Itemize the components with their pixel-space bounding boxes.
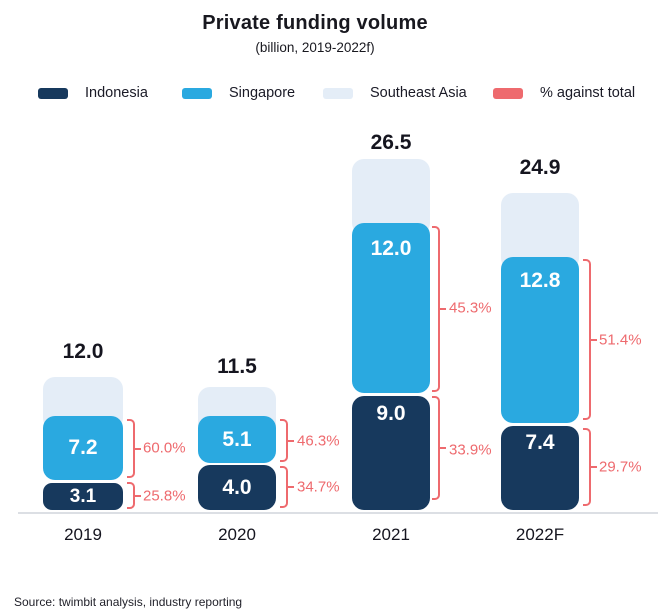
- pct-label-indonesia-2021: 33.9%: [449, 441, 492, 459]
- pct-bracket-indonesia-2022f: [583, 428, 597, 506]
- legend-item-indonesia: Indonesia: [38, 85, 148, 101]
- x-axis-line: [18, 512, 658, 514]
- segment-indonesia-2020: [198, 465, 276, 510]
- legend-item-singapore: Singapore: [182, 85, 295, 101]
- pct-label-singapore-2020: 46.3%: [297, 432, 340, 450]
- pct-bracket-singapore-2019: [127, 419, 141, 478]
- total-label-2021: 26.5: [370, 131, 412, 154]
- value-label-singapore-2022f: 12.8: [519, 269, 561, 292]
- value-label-singapore-2020: 5.1: [222, 427, 252, 451]
- legend-swatch-southeast-asia-icon: [323, 87, 353, 99]
- pct-bracket-indonesia-2020: [280, 466, 294, 508]
- legend-label-singapore: Singapore: [229, 85, 296, 101]
- total-label-2019: 12.0: [62, 340, 104, 363]
- pct-bracket-indonesia-2021: [432, 396, 446, 500]
- value-label-singapore-2021: 12.0: [370, 237, 412, 260]
- pct-bracket-singapore-2020: [280, 419, 294, 462]
- value-label-indonesia-2022f: 7.4: [525, 431, 555, 454]
- pct-label-indonesia-2022f: 29.7%: [599, 458, 642, 476]
- segment-singapore-2022f: [501, 257, 579, 423]
- segment-indonesia-2021: [352, 396, 430, 510]
- x-axis-label-2022f: 2022F: [515, 525, 565, 544]
- legend-label-percent: % against total: [540, 85, 636, 101]
- legend-swatch-indonesia-icon: [38, 87, 68, 99]
- total-label-2020: 11.5: [217, 355, 257, 378]
- segment-singapore-2020: [198, 416, 276, 463]
- x-axis-label-2021: 2021: [372, 525, 410, 544]
- chart-title: Private funding volume: [202, 12, 428, 34]
- legend-item-southeast-asia: Southeast Asia: [323, 85, 467, 101]
- pct-label-indonesia-2020: 34.7%: [297, 478, 340, 496]
- pct-bracket-singapore-2022f: [583, 259, 597, 420]
- legend-label-southeast-asia: Southeast Asia: [370, 85, 467, 101]
- chart-header: Private funding volume (billion, 2019-20…: [0, 12, 630, 55]
- segment-singapore-2021: [352, 223, 430, 393]
- pct-label-singapore-2019: 60.0%: [143, 439, 186, 457]
- chart-subtitle: (billion, 2019-2022f): [255, 40, 375, 55]
- segment-southeast-asia-2021: [352, 159, 430, 235]
- value-label-indonesia-2020: 4.0: [222, 475, 252, 499]
- value-label-indonesia-2019: 3.1: [69, 485, 97, 507]
- pct-label-indonesia-2019: 25.8%: [143, 487, 186, 505]
- segment-singapore-2019: [43, 416, 123, 480]
- total-label-2022f: 24.9: [519, 156, 561, 179]
- legend-label-indonesia: Indonesia: [85, 85, 148, 101]
- source-note: Source: twimbit analysis, industry repor…: [14, 595, 243, 609]
- segment-indonesia-2019: [43, 483, 123, 510]
- pct-bracket-indonesia-2019: [127, 482, 141, 509]
- pct-bracket-singapore-2021: [432, 226, 446, 392]
- segment-indonesia-2022f: [501, 426, 579, 510]
- value-label-singapore-2019: 7.2: [68, 436, 98, 459]
- value-label-indonesia-2021: 9.0: [376, 402, 406, 425]
- pct-label-singapore-2021: 45.3%: [449, 299, 492, 317]
- pct-label-singapore-2022f: 51.4%: [599, 331, 642, 349]
- legend-item-percent: % against total: [493, 85, 635, 101]
- x-axis-label-2019: 2019: [64, 525, 102, 544]
- x-axis-label-2020: 2020: [218, 525, 256, 544]
- legend-swatch-singapore-icon: [182, 87, 212, 99]
- legend-swatch-percent-icon: [493, 87, 523, 99]
